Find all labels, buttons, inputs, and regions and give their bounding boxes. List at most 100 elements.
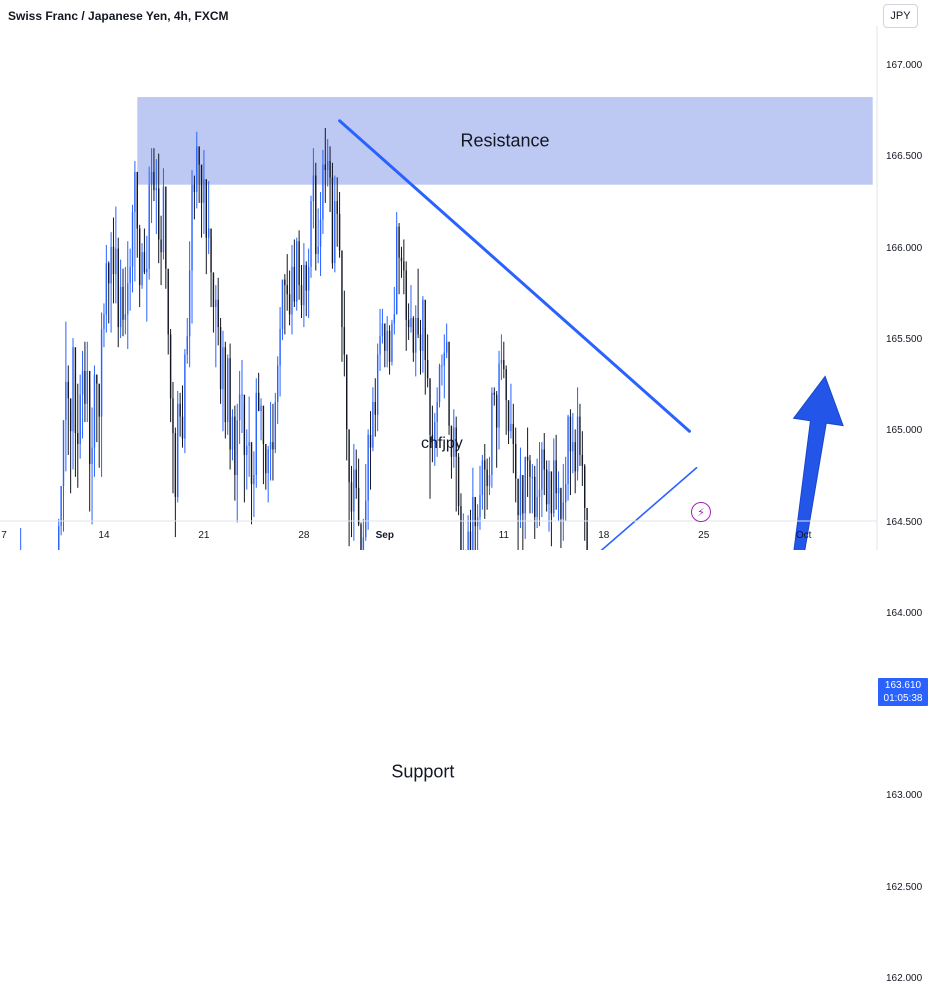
candle [470,510,471,550]
candle-body [486,470,487,486]
candle [201,165,202,238]
candle [551,471,552,546]
candle-body [446,342,447,353]
candle-body [367,435,368,501]
candle [191,170,192,323]
candle-body [110,247,111,284]
candle-body [320,219,321,246]
candle [536,459,537,528]
candle-body [201,165,202,203]
candle [99,384,100,468]
candle-body [334,201,335,263]
candle [165,187,166,289]
candle-body [153,172,154,190]
candle-body [196,146,197,192]
candle [322,150,323,234]
candle-body [287,285,288,294]
candle [153,148,154,201]
candle [75,347,76,477]
candle-body [122,287,123,320]
candle-body [115,249,116,275]
candle-body [256,393,257,475]
candle [275,393,276,453]
candle [398,223,399,294]
candle [122,269,123,337]
candle-body [220,327,221,389]
candle [134,161,135,282]
candle [482,455,483,510]
candle-body [337,201,338,214]
candle [491,387,492,487]
candle [227,355,228,435]
candle [463,513,464,550]
candle-body [267,449,268,473]
candle-body [225,347,226,422]
candle [179,393,180,437]
candle-body [222,347,223,389]
candle [532,464,533,513]
candle [582,431,583,486]
price-tick-label: 162.000 [886,973,922,984]
candle [115,207,116,304]
candle [139,225,140,307]
candle [244,395,245,503]
candle [406,261,407,350]
candle-body [189,271,190,337]
candle-body [94,375,95,448]
candle-body [144,252,145,272]
candle [187,318,188,364]
candle [351,466,352,537]
price-chart[interactable] [0,0,932,550]
candle-body [291,267,292,314]
candle-body [439,365,440,402]
candle-body [89,371,90,464]
time-tick-label: 18 [598,530,609,541]
candle-body [425,300,426,360]
candle-body [553,460,554,513]
candle [265,444,266,490]
candle-body [579,417,580,455]
currency-button[interactable]: JPY [883,4,918,28]
candle-body [472,497,473,550]
candle [337,177,338,246]
candle-body [258,393,259,411]
candle-body [72,347,73,431]
candle [584,464,585,541]
lightning-icon[interactable]: ⚡ [691,502,711,522]
candle-body [270,442,271,449]
candle [501,334,502,380]
time-tick-label: 11 [499,530,509,541]
candle [284,274,285,334]
candle-body [341,250,342,327]
candle-body [260,406,261,411]
time-tick-label: Sep [376,530,394,541]
candle [477,504,478,550]
candle [218,278,219,346]
candle-body [215,300,216,307]
candle [308,249,309,318]
candle [348,429,349,546]
candle [298,230,299,299]
candle [301,265,302,318]
candle-body [522,475,523,513]
candle [256,378,257,488]
candle [182,386,183,448]
candle-body [489,475,490,486]
candle [151,148,152,223]
candle [539,442,540,526]
candle-body [272,442,273,449]
candle [294,239,295,307]
candle-body [253,475,254,484]
candle-body [413,318,414,353]
candle-body [441,365,442,366]
candle-body [353,470,354,512]
candle-body [508,400,509,431]
candle-body [63,420,64,486]
candle [225,342,226,439]
candle-body [479,495,480,517]
candle [417,269,418,338]
candle [184,349,185,453]
price-tick-label: 163.000 [886,790,922,801]
candle [377,344,378,432]
candle-body [170,334,171,398]
